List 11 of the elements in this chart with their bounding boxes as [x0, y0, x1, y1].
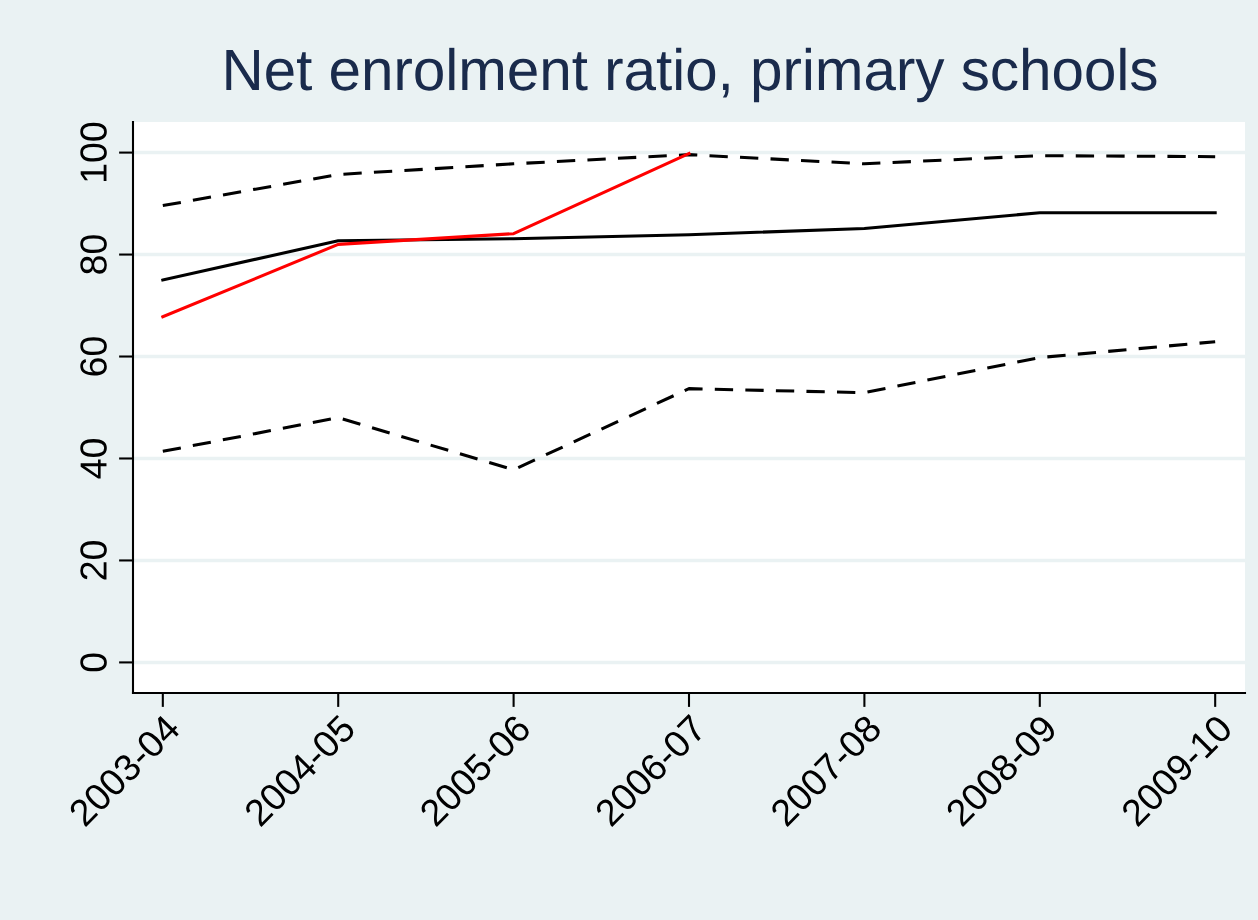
- line-series: [161, 340, 1217, 472]
- y-tick-label: 0: [80, 653, 107, 672]
- y-tick-label: 60: [80, 337, 107, 376]
- line-series: [161, 211, 1217, 282]
- chart-title: Net enrolment ratio, primary schools: [226, 47, 1157, 103]
- y-tick-label: 40: [80, 439, 107, 479]
- y-tick-label: 20: [80, 541, 107, 580]
- y-tick-label: 80: [80, 235, 107, 274]
- line-series: [161, 152, 691, 319]
- line-series: [161, 153, 1217, 208]
- y-tick-label: 100: [80, 122, 107, 182]
